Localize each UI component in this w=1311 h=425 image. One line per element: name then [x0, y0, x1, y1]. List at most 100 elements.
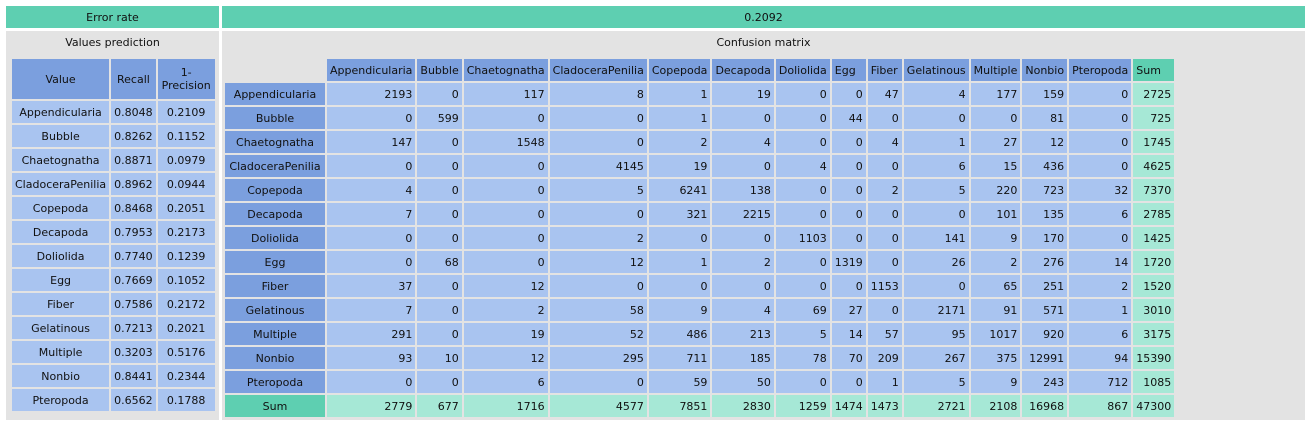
- matrix-cell: 1: [648, 251, 711, 273]
- one-minus-precision-cell: 0.2051: [157, 197, 215, 219]
- table-row: Egg 0 68 0 12 1 2 0 1319 0 26 2 276 14 1720: [225, 251, 1175, 273]
- matrix-cell: 47: [867, 83, 902, 105]
- matrix-cell: 1153: [867, 275, 902, 297]
- matrix-cell: 0: [417, 275, 462, 297]
- row-sum-cell: 1720: [1133, 251, 1175, 273]
- matrix-cell: 1103: [775, 227, 830, 249]
- matrix-column-header: Nonbio: [1022, 59, 1068, 81]
- matrix-cell: 12: [549, 251, 647, 273]
- table-row: Nonbio 93 10 12 295 711 185 78 70 209 267 375 12991 9…: [225, 347, 1175, 369]
- matrix-cell: 7: [327, 299, 416, 321]
- table-row: Decapoda 0.7953 0.2173: [12, 221, 215, 243]
- matrix-column-header: Appendicularia: [327, 59, 416, 81]
- recall-cell: 0.7586: [111, 293, 156, 315]
- table-row: Pteropoda 0 0 6 0 59 50 0 0 1 5 9 243 712 1085: [225, 371, 1175, 393]
- matrix-cell: 251: [1022, 275, 1068, 297]
- row-sum-cell: 725: [1133, 107, 1175, 129]
- column-sum-cell: 1473: [867, 395, 902, 417]
- table-row: Copepoda 4 0 0 5 6241 138 0 0 2 5 220 723 32 7370: [225, 179, 1175, 201]
- matrix-cell: 0: [648, 275, 711, 297]
- class-name-cell: CladoceraPenilia: [12, 173, 110, 195]
- matrix-cell: 170: [1022, 227, 1068, 249]
- matrix-cell: 5: [775, 323, 830, 345]
- matrix-cell: 32: [1069, 179, 1132, 201]
- matrix-cell: 2: [549, 227, 647, 249]
- matrix-cell: 0: [417, 227, 462, 249]
- matrix-cell: 711: [648, 347, 711, 369]
- sum-row: Sum 2779 677 1716 4577 7851 2830 1259 1474 1473 27…: [225, 395, 1175, 417]
- class-name-cell: Fiber: [12, 293, 110, 315]
- confusion-matrix-header-row: Appendicularia Bubble Chaetognatha Cladocer…: [225, 59, 1175, 81]
- confusion-matrix-title: Confusion matrix: [222, 31, 1305, 53]
- table-row: Multiple 0.3203 0.5176: [12, 341, 215, 363]
- matrix-cell: 135: [1022, 203, 1068, 225]
- matrix-row-label: Multiple: [225, 323, 325, 345]
- matrix-cell: 436: [1022, 155, 1068, 177]
- matrix-cell: 27: [831, 299, 866, 321]
- matrix-cell: 0: [327, 107, 416, 129]
- matrix-cell: 0: [417, 83, 462, 105]
- matrix-cell: 0: [712, 107, 774, 129]
- matrix-cell: 185: [712, 347, 774, 369]
- matrix-cell: 44: [831, 107, 866, 129]
- matrix-cell: 12: [1022, 131, 1068, 153]
- sum-column-header: Sum: [1133, 59, 1175, 81]
- matrix-cell: 0: [903, 107, 969, 129]
- class-name-cell: Appendicularia: [12, 101, 110, 123]
- matrix-cell: 267: [903, 347, 969, 369]
- matrix-cell: 70: [831, 347, 866, 369]
- matrix-cell: 4: [903, 83, 969, 105]
- matrix-row-label: Decapoda: [225, 203, 325, 225]
- matrix-cell: 2215: [712, 203, 774, 225]
- matrix-cell: 5: [903, 179, 969, 201]
- recall-cell: 0.6562: [111, 389, 156, 411]
- class-name-cell: Egg: [12, 269, 110, 291]
- row-sum-cell: 3010: [1133, 299, 1175, 321]
- class-name-cell: Pteropoda: [12, 389, 110, 411]
- matrix-cell: 78: [775, 347, 830, 369]
- error-rate-label: Error rate: [6, 6, 219, 28]
- matrix-cell: 0: [712, 155, 774, 177]
- matrix-cell: 0: [549, 371, 647, 393]
- matrix-row-label: Egg: [225, 251, 325, 273]
- matrix-cell: 5: [549, 179, 647, 201]
- matrix-cell: 0: [549, 131, 647, 153]
- matrix-cell: 0: [417, 203, 462, 225]
- one-minus-precision-cell: 0.1788: [157, 389, 215, 411]
- matrix-cell: 0: [867, 299, 902, 321]
- matrix-cell: 1: [648, 83, 711, 105]
- matrix-cell: 0: [417, 323, 462, 345]
- matrix-cell: 2: [712, 251, 774, 273]
- matrix-cell: 101: [970, 203, 1021, 225]
- column-sum-cell: 2108: [970, 395, 1021, 417]
- matrix-cell: 209: [867, 347, 902, 369]
- matrix-cell: 0: [327, 251, 416, 273]
- table-row: CladoceraPenilia 0.8962 0.0944: [12, 173, 215, 195]
- matrix-cell: 0: [867, 203, 902, 225]
- recall-cell: 0.3203: [111, 341, 156, 363]
- matrix-cell: 4: [712, 131, 774, 153]
- matrix-cell: 57: [867, 323, 902, 345]
- column-sum-cell: 1716: [463, 395, 548, 417]
- recall-cell: 0.8962: [111, 173, 156, 195]
- column-sum-cell: 16968: [1022, 395, 1068, 417]
- class-name-cell: Bubble: [12, 125, 110, 147]
- matrix-cell: 0: [775, 275, 830, 297]
- column-sum-cell: 2779: [327, 395, 416, 417]
- matrix-cell: 1319: [831, 251, 866, 273]
- matrix-cell: 117: [463, 83, 548, 105]
- matrix-cell: 0: [775, 251, 830, 273]
- row-sum-cell: 2725: [1133, 83, 1175, 105]
- matrix-cell: 6: [903, 155, 969, 177]
- one-minus-precision-cell: 0.2109: [157, 101, 215, 123]
- matrix-cell: 0: [775, 371, 830, 393]
- matrix-cell: 1: [867, 371, 902, 393]
- matrix-cell: 0: [867, 227, 902, 249]
- matrix-cell: 12: [463, 347, 548, 369]
- matrix-cell: 0: [867, 107, 902, 129]
- table-row: Bubble 0 599 0 0 1 0 0 44 0 0 0 81 0 725: [225, 107, 1175, 129]
- matrix-cell: 50: [712, 371, 774, 393]
- value-column-header: Value: [12, 59, 110, 99]
- matrix-column-header: Pteropoda: [1069, 59, 1132, 81]
- column-sum-cell: 7851: [648, 395, 711, 417]
